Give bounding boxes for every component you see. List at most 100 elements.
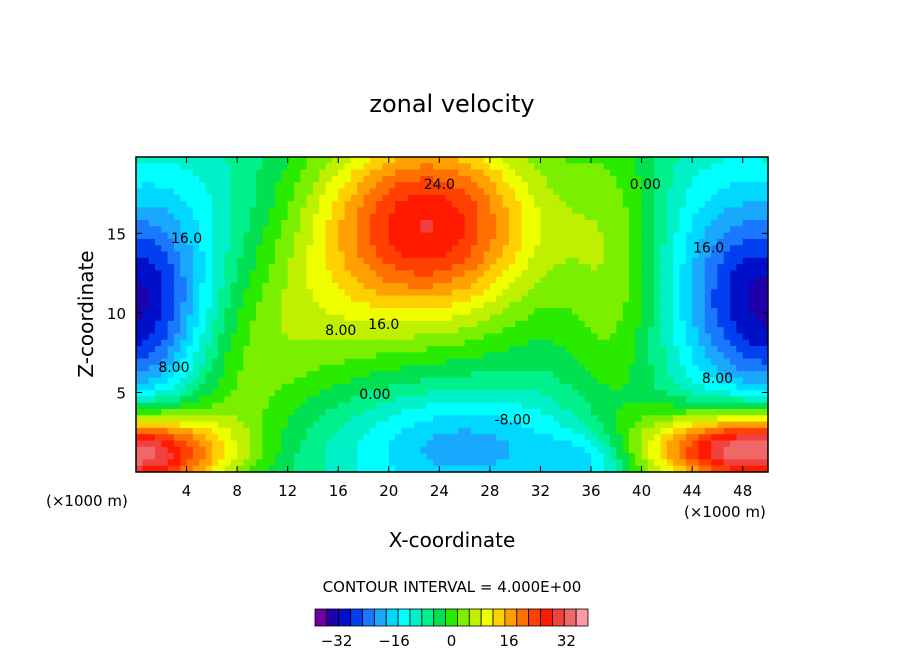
field-cell — [603, 264, 611, 271]
field-cell — [761, 346, 768, 353]
field-cell — [420, 232, 428, 240]
field-cell — [584, 270, 592, 278]
field-cell — [407, 251, 415, 259]
field-cell — [407, 194, 415, 202]
field-cell — [395, 188, 403, 196]
field-cell — [445, 232, 453, 240]
field-cell — [553, 226, 561, 234]
field-cell — [300, 327, 308, 334]
field-cell — [723, 157, 731, 164]
field-cell — [755, 339, 763, 347]
field-cell — [426, 264, 434, 271]
field-cell — [704, 289, 712, 297]
field-cell — [420, 201, 428, 208]
field-cell — [698, 314, 706, 322]
field-cell — [723, 320, 731, 328]
field-cell — [458, 182, 466, 190]
field-cell — [508, 301, 516, 309]
field-cell — [521, 459, 529, 467]
field-cell — [458, 276, 466, 284]
field-cell — [420, 339, 428, 347]
field-cell — [142, 276, 150, 284]
field-cell — [294, 207, 301, 215]
field-cell — [749, 207, 756, 215]
field-cell — [749, 346, 756, 353]
field-cell — [382, 188, 390, 196]
field-cell — [287, 276, 295, 284]
field-cell — [249, 320, 257, 328]
field-cell — [319, 377, 327, 385]
field-cell — [294, 238, 301, 246]
field-cell — [401, 245, 409, 253]
field-cell — [711, 333, 719, 341]
field-cell — [622, 427, 630, 435]
field-cell — [572, 358, 579, 366]
field-cell — [275, 245, 282, 253]
field-cell — [161, 175, 169, 183]
field-cell — [262, 188, 270, 196]
field-cell — [407, 188, 415, 196]
field-cell — [591, 163, 598, 171]
field-cell — [281, 440, 289, 448]
field-cell — [224, 201, 232, 208]
field-cell — [218, 276, 226, 284]
field-cell — [616, 213, 624, 221]
field-cell — [338, 232, 346, 240]
field-cell — [749, 421, 756, 429]
field-cell — [666, 465, 674, 472]
field-cell — [256, 346, 263, 353]
field-cell — [628, 346, 636, 353]
field-cell — [388, 465, 396, 472]
field-cell — [546, 308, 554, 316]
field-cell — [275, 276, 282, 284]
field-cell — [180, 320, 188, 328]
field-cell — [268, 188, 276, 196]
field-cell — [192, 396, 200, 404]
field-cell — [268, 352, 276, 360]
field-cell — [515, 169, 523, 177]
field-cell — [186, 446, 194, 454]
field-cell — [281, 289, 289, 297]
field-cell — [205, 270, 213, 278]
field-cell — [610, 182, 617, 190]
field-cell — [249, 289, 257, 297]
field-cell — [736, 257, 744, 265]
field-cell — [382, 415, 390, 423]
field-cell — [224, 465, 232, 472]
field-cell — [591, 295, 598, 303]
field-cell — [312, 346, 320, 353]
field-cell — [559, 364, 567, 372]
field-cell — [616, 238, 624, 246]
field-cell — [647, 446, 655, 454]
field-cell — [660, 175, 668, 183]
field-cell — [414, 320, 421, 328]
field-cell — [628, 207, 636, 215]
field-cell — [445, 213, 453, 221]
field-cell — [142, 333, 150, 341]
field-cell — [654, 396, 662, 404]
field-cell — [268, 289, 276, 297]
field-cell — [628, 201, 636, 208]
field-cell — [578, 194, 586, 202]
field-cell — [445, 220, 453, 227]
field-cell — [565, 415, 573, 423]
field-cell — [268, 238, 276, 246]
field-cell — [369, 383, 377, 391]
field-cell — [287, 182, 295, 190]
field-cell — [401, 283, 409, 290]
field-cell — [572, 453, 579, 460]
field-cell — [496, 301, 504, 309]
field-cell — [376, 251, 384, 259]
field-cell — [142, 175, 150, 183]
field-cell — [515, 295, 523, 303]
field-cell — [142, 421, 150, 429]
field-cell — [312, 459, 320, 467]
field-cell — [749, 194, 756, 202]
field-cell — [281, 358, 289, 366]
field-cell — [572, 295, 579, 303]
field-cell — [268, 245, 276, 253]
field-cell — [192, 207, 200, 215]
field-cell — [211, 308, 219, 316]
field-cell — [173, 289, 181, 297]
